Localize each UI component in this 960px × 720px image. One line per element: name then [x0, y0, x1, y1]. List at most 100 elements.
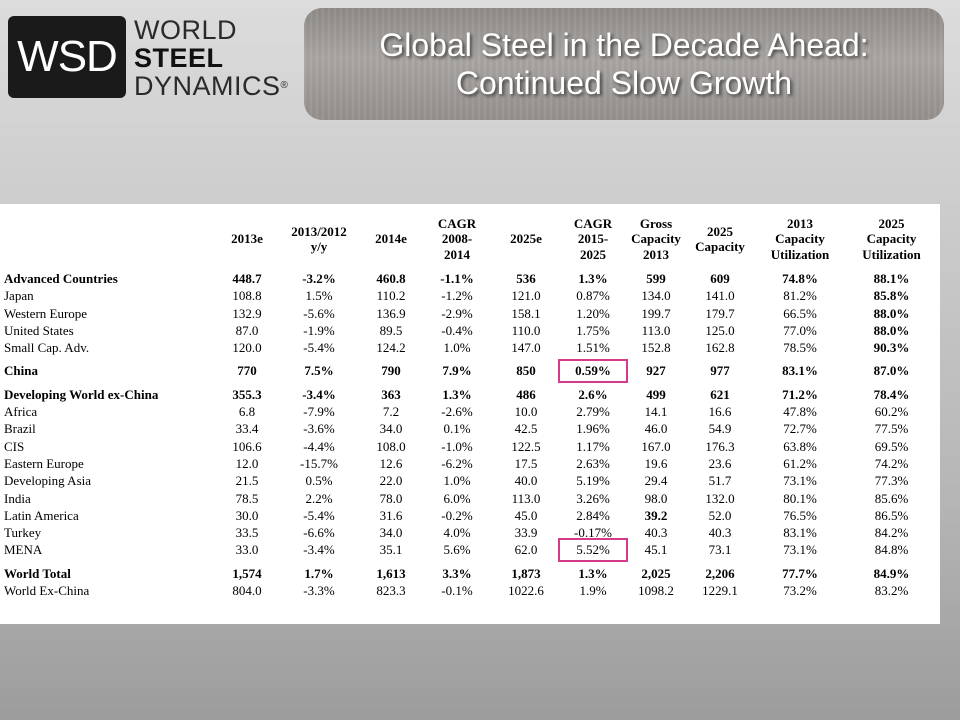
table-cell: -15.7% [300, 455, 338, 471]
column-header: 2013e [231, 231, 263, 247]
table-cell: 147.0 [511, 340, 541, 356]
wsd-logo: WSD WORLD STEEL DYNAMICS® [8, 16, 293, 102]
table-cell: 63.8% [783, 438, 817, 454]
column-header [4, 208, 216, 270]
table-cell: 52.0 [708, 507, 732, 523]
table-cell: 87.0 [235, 322, 259, 338]
table-cell: 179.7 [705, 305, 735, 321]
column-header: 2025 Capacity Utilization [862, 215, 921, 262]
row-label: Japan [4, 288, 34, 304]
table-row: MENA 33.0 -3.4% 35.1 5.6% 62.0 5.52% 45.1 73.1 73… [4, 541, 937, 558]
table-cell: 47.8% [783, 404, 817, 420]
highlight-box [558, 538, 628, 562]
table-cell: 7.2 [382, 404, 400, 420]
table-cell: 39.2 [644, 507, 668, 523]
table-cell: 14.1 [644, 404, 668, 420]
table-cell: 77.5% [874, 421, 909, 437]
table-cell: -6.6% [303, 525, 335, 541]
table-cell: 121.0 [511, 288, 541, 304]
table-cell: 83.2% [874, 583, 909, 599]
row-label: Developing Asia [4, 473, 92, 489]
table-cell: 113.0 [511, 490, 541, 506]
table-cell: 81.2% [783, 288, 817, 304]
row-label: Latin America [4, 507, 79, 523]
table-cell: 16.6 [708, 404, 732, 420]
table-cell: 6.0% [443, 490, 471, 506]
table-cell: 88.1% [873, 271, 910, 286]
table-cell: 3.3% [442, 565, 472, 581]
row-label: MENA [4, 542, 43, 558]
table-cell: -7.9% [303, 404, 335, 420]
table-cell: 1,574 [232, 565, 262, 581]
table-cell: 5.52% [576, 542, 610, 558]
table-cell: 33.9 [514, 525, 538, 541]
table-cell: 125.0 [705, 322, 735, 338]
title-line-2: Continued Slow Growth [455, 65, 793, 101]
table-cell: 62.0 [514, 542, 538, 558]
table-cell: 40.3 [644, 525, 668, 541]
table-cell: -5.6% [303, 305, 335, 321]
table-cell: 69.5% [874, 438, 909, 454]
row-label: CIS [4, 438, 25, 454]
table-cell: 45.1 [644, 542, 668, 558]
table-cell: 71.2% [782, 386, 818, 402]
table-cell: 0.59% [575, 363, 611, 379]
table-cell: -6.2% [441, 455, 473, 471]
logo-wordmark: WORLD STEEL DYNAMICS® [134, 16, 288, 100]
table-row: Brazil 33.4 -3.6% 34.0 0.1% 42.5 1.96% 46.0 54.9… [4, 420, 937, 437]
table-cell: 89.5 [379, 322, 403, 338]
table-cell: 499 [646, 386, 666, 402]
table-cell: 78.5 [235, 490, 259, 506]
table-cell: -0.17% [574, 525, 612, 541]
table-cell: 158.1 [511, 305, 541, 321]
row-label: Turkey [4, 525, 42, 541]
table-cell: 110.0 [511, 322, 541, 338]
table-cell: 77.7% [782, 565, 818, 581]
row-label: Eastern Europe [4, 455, 84, 471]
table-row: World Ex-China 804.0 -3.3% 823.3 -0.1% 1022.6… [4, 582, 937, 599]
table-row: Developing Asia 21.5 0.5% 22.0 1.0% 40.0 5.19%… [4, 472, 937, 489]
table-cell: -0.1% [441, 583, 473, 599]
table-cell: 42.5 [514, 421, 538, 437]
table-cell: 1.3% [578, 271, 608, 286]
table-cell: 72.7% [783, 421, 817, 437]
table-cell: 83.1% [782, 363, 818, 379]
table-cell: 977 [710, 363, 730, 379]
table-cell: -3.3% [303, 583, 335, 599]
table-cell: 12.0 [235, 455, 259, 471]
column-header: 2014e [375, 231, 407, 247]
table-cell: -1.9% [303, 322, 335, 338]
table-cell: -2.6% [441, 404, 473, 420]
title-banner: Global Steel in the Decade Ahead: Contin… [304, 8, 944, 120]
table-cell: 1.51% [576, 340, 610, 356]
table-cell: 1.96% [576, 421, 610, 437]
table-cell: 355.3 [232, 386, 262, 402]
table-cell: 122.5 [511, 438, 541, 454]
table-cell: 486 [516, 386, 536, 402]
table-cell: 108.8 [232, 288, 262, 304]
logo-line-dynamics-text: DYNAMICS [134, 71, 281, 101]
table-cell: 120.0 [232, 340, 262, 356]
table-cell: 73.1 [708, 542, 732, 558]
table-cell: 536 [516, 271, 536, 286]
table-cell: 3.26% [576, 490, 610, 506]
table-cell: 87.0% [873, 363, 910, 379]
table-cell: 770 [237, 363, 257, 379]
table-cell: 2,206 [705, 565, 735, 581]
table-cell: -3.6% [303, 421, 335, 437]
table-cell: 823.3 [376, 583, 406, 599]
table-cell: 1.9% [579, 583, 607, 599]
highlight-box [558, 359, 628, 383]
column-header: CAGR 2008- 2014 [437, 215, 477, 262]
table-cell: 141.0 [705, 288, 735, 304]
table-cell: 7.9% [442, 363, 472, 379]
logo-line-dynamics: DYNAMICS® [134, 72, 288, 100]
table-cell: 1,613 [376, 565, 406, 581]
steel-table: 2013e 2013/2012 y/y 2014e CAGR 2008- 2014 2025e… [4, 208, 937, 599]
table-panel: 2013e 2013/2012 y/y 2014e CAGR 2008- 2014 2025e… [0, 204, 940, 624]
table-row: Japan 108.8 1.5% 110.2 -1.2% 121.0 0.87% 134.0 1… [4, 287, 937, 304]
table-cell: 1.5% [305, 288, 333, 304]
table-cell: -1.2% [441, 288, 473, 304]
table-cell: 2.6% [578, 386, 608, 402]
table-row: Advanced Countries 448.7 -3.2% 460.8 -1.1% 53… [4, 270, 937, 287]
